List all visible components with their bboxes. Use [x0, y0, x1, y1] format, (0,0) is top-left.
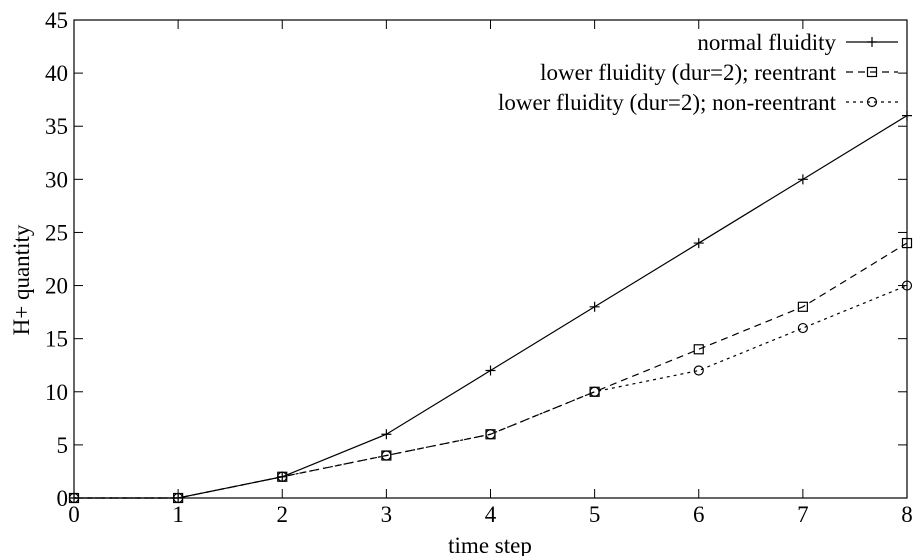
plus-marker [797, 174, 808, 185]
circle-marker [381, 450, 392, 461]
x-tick-label: 0 [68, 502, 80, 527]
y-tick-label: 5 [57, 433, 69, 458]
circle-marker [277, 471, 288, 482]
series-1 [69, 110, 912, 503]
series-line [74, 285, 908, 499]
circle-marker [901, 280, 913, 291]
legend-item: lower fluidity (dur=2); non-reentrant [498, 90, 898, 115]
plus-marker [485, 365, 496, 376]
square-marker [693, 344, 704, 355]
x-tick-label: 1 [172, 502, 184, 527]
y-axis-label: H+ quantity [9, 224, 34, 335]
plus-marker [589, 301, 600, 312]
x-axis: 0 1 2 3 4 5 6 7 8 [68, 20, 913, 527]
legend-item: lower fluidity (dur=2); reentrant [540, 60, 898, 85]
y-tick-label: 15 [45, 327, 68, 352]
y-axis: 0 5 10 15 20 25 30 35 40 45 [45, 8, 907, 511]
circle-marker [693, 365, 704, 376]
x-tick-label: 4 [485, 502, 497, 527]
circle-marker [589, 386, 600, 397]
x-tick-label: 8 [901, 502, 913, 527]
x-tick-label: 2 [277, 502, 289, 527]
y-tick-label: 20 [45, 274, 68, 299]
x-tick-label: 5 [589, 502, 601, 527]
y-tick-label: 35 [45, 114, 68, 139]
circle-marker [866, 96, 878, 108]
circle-marker [797, 322, 808, 334]
y-tick-label: 45 [45, 8, 68, 33]
square-marker [901, 237, 913, 249]
legend-label: lower fluidity (dur=2); reentrant [540, 60, 837, 85]
plus-marker [381, 429, 392, 440]
circle-marker [485, 429, 496, 440]
plus-marker [867, 37, 877, 47]
y-tick-label: 10 [45, 380, 68, 405]
square-marker [797, 301, 808, 312]
legend-label: normal fluidity [697, 30, 836, 55]
circle-marker [173, 492, 184, 504]
x-tick-label: 3 [381, 502, 393, 527]
y-tick-label: 40 [45, 61, 68, 86]
legend: normal fluidity lower fluidity (dur=2); r… [498, 30, 898, 115]
plus-marker [693, 238, 704, 249]
plus-marker [902, 110, 912, 121]
y-tick-label: 30 [45, 167, 68, 192]
square-marker [866, 66, 878, 78]
series-3 [68, 280, 913, 504]
series-layer [68, 110, 913, 504]
x-axis-label: time step [448, 533, 532, 556]
legend-item: normal fluidity [697, 30, 898, 55]
x-tick-label: 6 [693, 502, 705, 527]
x-tick-label: 7 [797, 502, 809, 527]
series-line [74, 115, 908, 499]
y-tick-label: 25 [45, 220, 68, 245]
y-tick-label: 0 [57, 486, 69, 511]
circle-marker [68, 492, 80, 504]
legend-label: lower fluidity (dur=2); non-reentrant [498, 90, 837, 115]
